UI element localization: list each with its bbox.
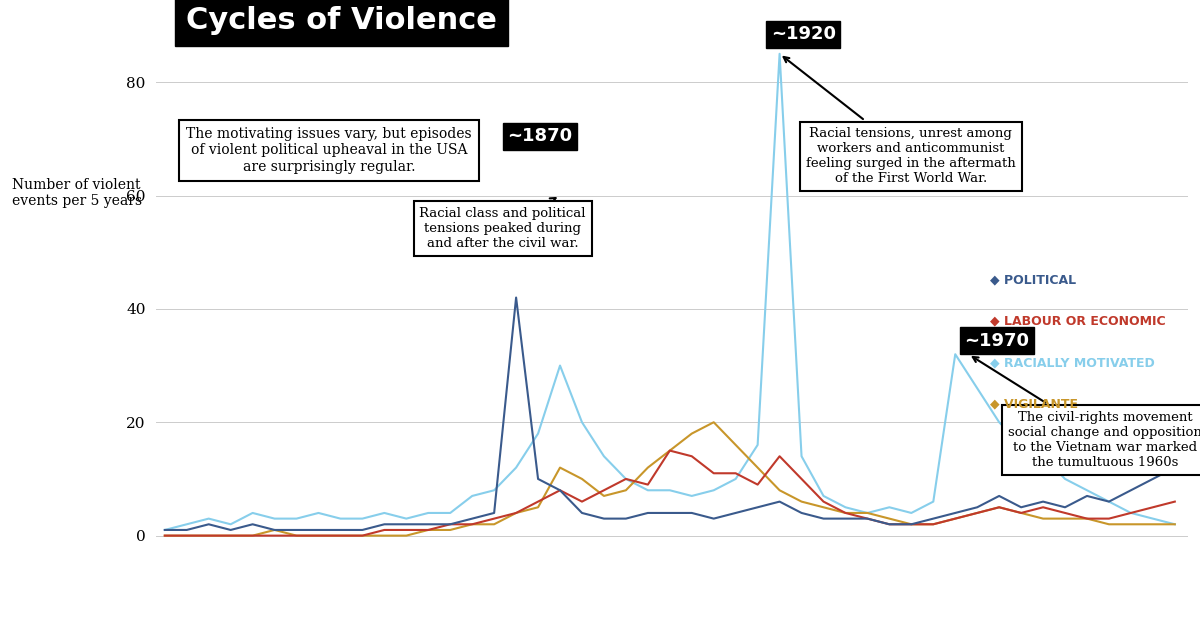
Text: ▼: ▼ [337,576,343,584]
Text: ~1970: ~1970 [964,331,1030,350]
Text: 2000: 2000 [1110,603,1152,618]
Text: ▼: ▼ [1128,576,1134,584]
Text: ▼: ▼ [425,576,432,584]
Text: 1900: 1900 [671,603,713,618]
Text: ▼: ▼ [1040,576,1046,584]
Text: ▼: ▼ [952,576,959,584]
Text: Racial tensions, unrest among
workers and anticommunist
feeling surged in the af: Racial tensions, unrest among workers an… [784,57,1015,186]
Text: 1800: 1800 [232,603,274,618]
Text: ▼: ▼ [601,576,607,584]
Text: 1860: 1860 [494,603,538,618]
Text: ▼: ▼ [512,576,520,584]
Text: ▼: ▼ [689,576,695,584]
Text: 1840: 1840 [407,603,450,618]
Text: 1820: 1820 [319,603,361,618]
Text: 1960: 1960 [934,603,977,618]
Text: Racial class and political
tensions peaked during
and after the civil war.: Racial class and political tensions peak… [420,198,586,250]
Text: ▼: ▼ [250,576,256,584]
Text: The motivating issues vary, but episodes
of violent political upheaval in the US: The motivating issues vary, but episodes… [186,127,472,174]
Text: 1940: 1940 [846,603,889,618]
Text: ◆ POLITICAL: ◆ POLITICAL [990,273,1076,286]
Text: ~1920: ~1920 [770,25,836,43]
Text: The civil-rights movement
social change and opposition
to the Vietnam war marked: The civil-rights movement social change … [973,357,1200,469]
Text: 1880: 1880 [583,603,625,618]
Text: 1980: 1980 [1022,603,1064,618]
Text: 1920: 1920 [758,603,800,618]
Text: ▼: ▼ [776,576,782,584]
Text: Number of violent
events per 5 years: Number of violent events per 5 years [12,178,142,208]
Text: Cycles of Violence: Cycles of Violence [186,6,497,36]
Text: ~1870: ~1870 [508,127,572,146]
Text: ◆ VIGILANTE: ◆ VIGILANTE [990,398,1078,410]
Text: ◆ LABOUR OR ECONOMIC: ◆ LABOUR OR ECONOMIC [990,315,1165,328]
Text: ◆ RACIALLY MOTIVATED: ◆ RACIALLY MOTIVATED [990,356,1154,369]
Text: ▼: ▼ [864,576,871,584]
